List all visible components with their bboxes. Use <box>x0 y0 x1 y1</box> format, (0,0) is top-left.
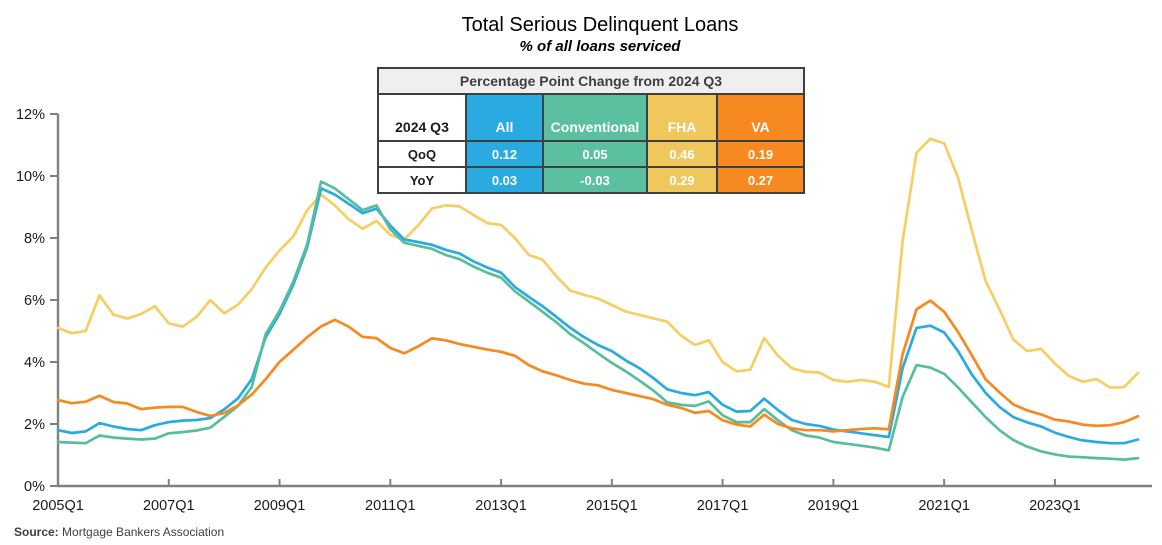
source-text: Mortgage Bankers Association <box>62 525 225 539</box>
x-axis-label: 2019Q1 <box>808 498 860 514</box>
table-row: QoQ 0.12 0.05 0.46 0.19 <box>377 140 805 168</box>
yoy-va: 0.27 <box>716 166 805 194</box>
table-title: Percentage Point Change from 2024 Q3 <box>377 67 805 95</box>
column-header-all: All <box>465 93 544 142</box>
column-header-conventional: Conventional <box>542 93 648 142</box>
x-axis-label: 2011Q1 <box>365 498 416 514</box>
x-axis-label: 2005Q1 <box>32 498 84 514</box>
y-axis-label: 12% <box>16 107 45 123</box>
yoy-fha: 0.29 <box>646 166 718 194</box>
series-line-fha <box>56 137 1140 390</box>
x-axis-label: 2009Q1 <box>254 498 306 514</box>
qoq-fha: 0.46 <box>646 140 718 168</box>
y-axis-label: 0% <box>24 479 45 495</box>
series-line-all <box>56 187 1140 445</box>
y-axis-label: 4% <box>24 355 45 371</box>
qoq-va: 0.19 <box>716 140 805 168</box>
table-corner-label: 2024 Q3 <box>377 93 467 142</box>
qoq-conventional: 0.05 <box>542 140 648 168</box>
yoy-all: 0.03 <box>465 166 544 194</box>
qoq-all: 0.12 <box>465 140 544 168</box>
column-header-va: VA <box>716 93 805 142</box>
series-line-conventional <box>56 180 1140 461</box>
x-axis-label: 2015Q1 <box>586 498 638 514</box>
table-row: YoY 0.03 -0.03 0.29 0.27 <box>377 166 805 194</box>
page-subtitle: % of all loans serviced <box>519 38 681 55</box>
x-axis-label: 2017Q1 <box>697 498 749 514</box>
source-attribution: Source: Mortgage Bankers Association <box>14 525 224 539</box>
yoy-conventional: -0.03 <box>542 166 648 194</box>
x-axis-label: 2021Q1 <box>918 498 970 514</box>
change-summary-table: Percentage Point Change from 2024 Q3 202… <box>377 67 805 194</box>
series-line-va <box>56 299 1140 433</box>
row-label-yoy: YoY <box>377 166 467 194</box>
y-axis-label: 2% <box>24 417 45 433</box>
y-axis-label: 10% <box>16 169 45 185</box>
column-header-fha: FHA <box>646 93 718 142</box>
x-axis-label: 2013Q1 <box>475 498 527 514</box>
source-label: Source: <box>14 525 59 539</box>
y-axis-label: 6% <box>24 293 45 309</box>
row-label-qoq: QoQ <box>377 140 467 168</box>
x-axis-label: 2023Q1 <box>1029 498 1081 514</box>
x-axis-label: 2007Q1 <box>143 498 195 514</box>
page-title: Total Serious Delinquent Loans <box>461 14 739 36</box>
y-axis-label: 8% <box>24 231 45 247</box>
